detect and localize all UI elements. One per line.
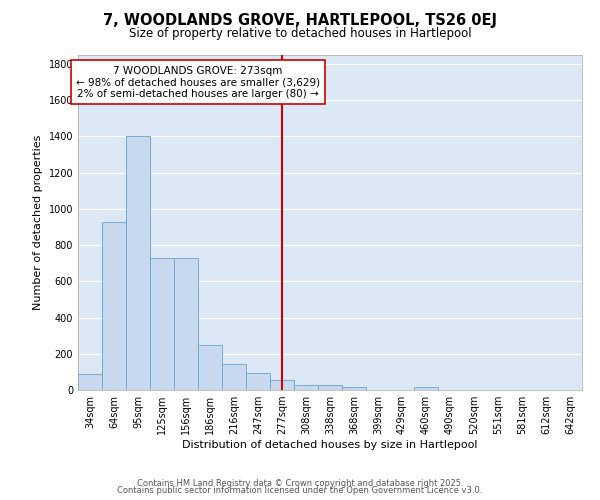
Bar: [126, 136, 150, 390]
X-axis label: Distribution of detached houses by size in Hartlepool: Distribution of detached houses by size …: [182, 440, 478, 450]
Text: 7, WOODLANDS GROVE, HARTLEPOOL, TS26 0EJ: 7, WOODLANDS GROVE, HARTLEPOOL, TS26 0EJ: [103, 12, 497, 28]
Bar: [294, 384, 318, 390]
Text: Contains HM Land Registry data © Crown copyright and database right 2025.: Contains HM Land Registry data © Crown c…: [137, 478, 463, 488]
Text: Size of property relative to detached houses in Hartlepool: Size of property relative to detached ho…: [128, 28, 472, 40]
Bar: [102, 222, 126, 390]
Y-axis label: Number of detached properties: Number of detached properties: [33, 135, 43, 310]
Bar: [150, 258, 174, 390]
Bar: [78, 374, 102, 390]
Bar: [318, 386, 342, 390]
Text: Contains public sector information licensed under the Open Government Licence v3: Contains public sector information licen…: [118, 486, 482, 495]
Bar: [246, 373, 270, 390]
Bar: [270, 380, 294, 390]
Bar: [174, 258, 198, 390]
Bar: [342, 388, 366, 390]
Bar: [222, 364, 246, 390]
Bar: [198, 344, 222, 390]
Text: 7 WOODLANDS GROVE: 273sqm
← 98% of detached houses are smaller (3,629)
2% of sem: 7 WOODLANDS GROVE: 273sqm ← 98% of detac…: [76, 66, 320, 99]
Bar: [414, 386, 438, 390]
